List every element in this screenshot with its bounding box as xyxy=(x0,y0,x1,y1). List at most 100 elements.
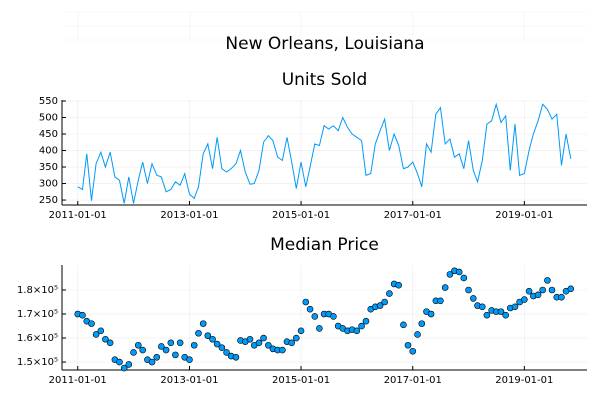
point xyxy=(279,346,286,354)
point xyxy=(306,305,314,313)
point xyxy=(265,341,272,349)
title-panel-grid xyxy=(62,11,587,41)
point xyxy=(223,349,230,356)
point xyxy=(567,285,575,293)
chart-title: Units Sold xyxy=(282,70,368,90)
y-tick-label: 300 xyxy=(39,179,58,190)
y-tick-label: 550 xyxy=(39,96,58,107)
point xyxy=(376,302,384,309)
x-tick-label: 2015-01-01 xyxy=(272,210,330,221)
point xyxy=(297,327,305,335)
point xyxy=(102,335,109,343)
y-tick-label: 350 xyxy=(39,162,58,173)
y-tick-label: 400 xyxy=(39,146,58,157)
point xyxy=(172,351,179,359)
point xyxy=(558,293,565,301)
point xyxy=(502,311,509,319)
point xyxy=(539,286,546,294)
x-tick-label: 2011-01-01 xyxy=(49,375,107,386)
point xyxy=(404,341,412,349)
point xyxy=(88,320,95,327)
y-tick-label: 250 xyxy=(39,195,58,206)
x-tick-label: 2019-01-01 xyxy=(495,210,553,221)
x-tick-label: 2019-01-01 xyxy=(495,375,553,386)
x-tick-label: 2011-01-01 xyxy=(49,210,107,221)
x-tick-label: 2017-01-01 xyxy=(384,375,442,386)
point xyxy=(186,356,193,363)
point xyxy=(139,346,146,354)
point xyxy=(414,331,421,338)
point xyxy=(148,358,156,366)
point xyxy=(441,284,449,291)
point xyxy=(130,349,137,356)
point xyxy=(158,343,165,350)
point xyxy=(209,335,216,343)
point xyxy=(232,353,240,361)
point xyxy=(395,281,403,289)
point xyxy=(386,290,393,297)
point xyxy=(288,339,296,347)
point xyxy=(190,341,198,349)
point xyxy=(511,303,519,311)
point xyxy=(92,331,100,338)
point xyxy=(167,339,175,347)
point xyxy=(409,347,417,355)
point xyxy=(469,295,477,302)
x-tick-label: 2013-01-01 xyxy=(160,375,218,386)
point xyxy=(218,344,226,351)
point xyxy=(534,291,542,299)
point xyxy=(302,298,310,306)
point xyxy=(246,335,254,343)
point xyxy=(162,346,170,354)
y-tick-label: 1.7×10⁵ xyxy=(17,309,58,320)
point xyxy=(125,361,133,368)
point xyxy=(330,313,337,320)
point xyxy=(455,268,463,276)
point xyxy=(311,313,319,320)
y-tick-label: 500 xyxy=(39,113,58,124)
point xyxy=(120,364,128,372)
point xyxy=(213,340,221,348)
point xyxy=(255,339,263,347)
point xyxy=(116,358,123,366)
point xyxy=(353,327,361,335)
x-tick-label: 2017-01-01 xyxy=(384,210,442,221)
point xyxy=(79,311,86,319)
point xyxy=(381,298,388,306)
point xyxy=(544,277,551,284)
point xyxy=(400,321,407,329)
point xyxy=(446,271,454,278)
point xyxy=(362,317,370,325)
point xyxy=(176,339,184,347)
point xyxy=(358,322,365,330)
page-title: New Orleans, Louisiana xyxy=(225,34,424,54)
point xyxy=(260,334,267,342)
x-tick-label: 2013-01-01 xyxy=(160,210,218,221)
point xyxy=(316,325,323,332)
y-tick-label: 450 xyxy=(39,129,58,140)
point xyxy=(204,332,212,339)
point xyxy=(199,320,207,327)
point xyxy=(293,334,300,342)
point xyxy=(97,327,105,335)
point xyxy=(418,320,426,327)
point xyxy=(195,329,202,337)
chart-title: Median Price xyxy=(270,235,379,255)
x-tick-label: 2015-01-01 xyxy=(272,375,330,386)
line-series xyxy=(77,102,572,204)
y-tick-label: 1.5×10⁵ xyxy=(17,357,58,368)
point xyxy=(465,286,472,294)
point xyxy=(427,310,435,318)
point xyxy=(460,274,468,282)
y-tick-label: 1.6×10⁵ xyxy=(17,333,58,344)
point xyxy=(521,296,528,303)
point xyxy=(497,308,505,315)
point xyxy=(437,297,444,305)
y-tick-label: 1.8×10⁵ xyxy=(17,285,58,296)
point xyxy=(548,286,556,294)
point xyxy=(479,303,486,311)
point xyxy=(525,287,533,295)
point xyxy=(483,311,491,319)
point xyxy=(153,353,161,361)
